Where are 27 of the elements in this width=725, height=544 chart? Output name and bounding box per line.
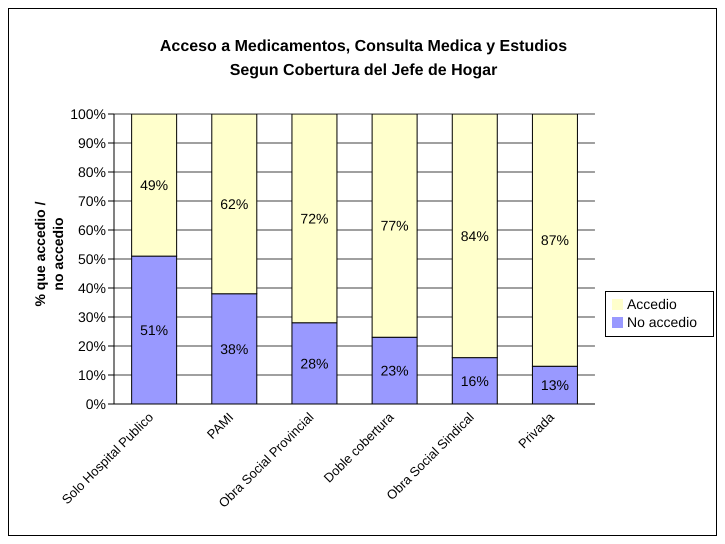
data-label: 23% — [380, 362, 409, 379]
y-tick-label: 50% — [78, 250, 106, 267]
y-tick-label: 40% — [78, 280, 106, 296]
y-tick-label: 20% — [78, 338, 106, 354]
data-label: 28% — [300, 355, 328, 372]
y-tick-label: 60% — [78, 222, 106, 238]
data-label: 49% — [140, 177, 168, 194]
y-tick-label: 100% — [70, 106, 106, 122]
y-tick-label: 0% — [86, 396, 106, 412]
data-label: 72% — [300, 210, 328, 226]
y-axis-title: % que accedio / no accedio — [31, 200, 67, 309]
y-tick-label: 90% — [78, 134, 106, 151]
data-label: 38% — [220, 340, 248, 357]
data-label: 77% — [380, 218, 409, 234]
data-label: 51% — [140, 322, 168, 338]
data-label: 84% — [460, 228, 489, 244]
y-tick-label: 80% — [78, 164, 106, 180]
legend-label: Accedio — [626, 296, 677, 312]
y-tick-label: 30% — [78, 308, 106, 325]
data-label: 87% — [540, 232, 569, 248]
y-tick-label: 70% — [78, 192, 106, 209]
y-tick-label: 10% — [78, 366, 106, 383]
data-label: 16% — [460, 372, 489, 389]
data-label: 13% — [540, 377, 569, 394]
legend-label: No accedio — [626, 314, 697, 330]
data-label: 62% — [220, 196, 248, 212]
chart-title: Acceso a Medicamentos, Consulta Medica y Estudios Segun Cobertura del Jefe de Hogar — [158, 37, 568, 81]
